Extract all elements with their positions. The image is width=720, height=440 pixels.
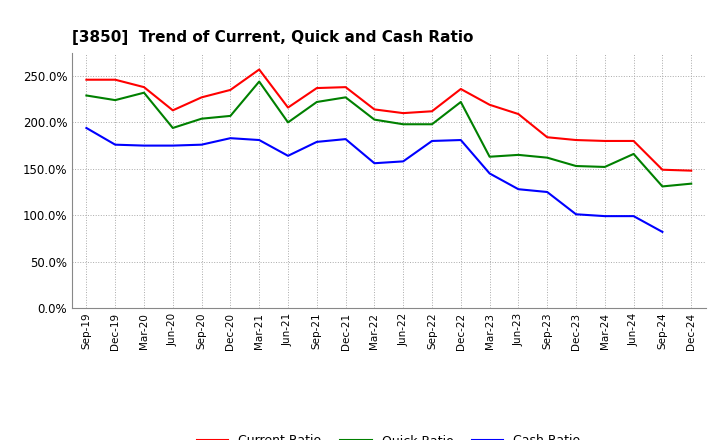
Current Ratio xyxy=(82,77,91,82)
Cash Ratio xyxy=(255,137,264,143)
Cash Ratio xyxy=(226,136,235,141)
Cash Ratio xyxy=(514,187,523,192)
Quick Ratio xyxy=(687,181,696,186)
Quick Ratio xyxy=(543,155,552,160)
Current Ratio xyxy=(168,108,177,113)
Quick Ratio xyxy=(255,79,264,84)
Line: Current Ratio: Current Ratio xyxy=(86,70,691,171)
Quick Ratio xyxy=(341,95,350,100)
Quick Ratio xyxy=(82,93,91,98)
Cash Ratio xyxy=(197,142,206,147)
Cash Ratio xyxy=(82,125,91,131)
Current Ratio xyxy=(370,107,379,112)
Quick Ratio xyxy=(572,163,580,169)
Cash Ratio xyxy=(140,143,148,148)
Quick Ratio xyxy=(140,90,148,95)
Quick Ratio xyxy=(168,125,177,131)
Cash Ratio xyxy=(370,161,379,166)
Legend: Current Ratio, Quick Ratio, Cash Ratio: Current Ratio, Quick Ratio, Cash Ratio xyxy=(192,429,585,440)
Current Ratio xyxy=(341,84,350,90)
Cash Ratio xyxy=(572,212,580,217)
Current Ratio xyxy=(658,167,667,172)
Cash Ratio xyxy=(543,189,552,194)
Current Ratio xyxy=(629,138,638,143)
Current Ratio xyxy=(600,138,609,143)
Quick Ratio xyxy=(456,99,465,105)
Cash Ratio xyxy=(399,159,408,164)
Quick Ratio xyxy=(370,117,379,122)
Quick Ratio xyxy=(629,151,638,157)
Quick Ratio xyxy=(312,99,321,105)
Cash Ratio xyxy=(600,213,609,219)
Line: Quick Ratio: Quick Ratio xyxy=(86,81,691,187)
Cash Ratio xyxy=(111,142,120,147)
Current Ratio xyxy=(428,109,436,114)
Quick Ratio xyxy=(284,120,292,125)
Current Ratio xyxy=(140,84,148,90)
Cash Ratio xyxy=(629,213,638,219)
Quick Ratio xyxy=(514,152,523,158)
Current Ratio xyxy=(514,111,523,117)
Cash Ratio xyxy=(284,153,292,158)
Quick Ratio xyxy=(197,116,206,121)
Quick Ratio xyxy=(226,113,235,118)
Text: [3850]  Trend of Current, Quick and Cash Ratio: [3850] Trend of Current, Quick and Cash … xyxy=(72,29,473,45)
Quick Ratio xyxy=(600,164,609,169)
Quick Ratio xyxy=(111,98,120,103)
Cash Ratio xyxy=(456,137,465,143)
Current Ratio xyxy=(111,77,120,82)
Quick Ratio xyxy=(428,121,436,127)
Cash Ratio xyxy=(485,171,494,176)
Current Ratio xyxy=(399,110,408,116)
Cash Ratio xyxy=(341,136,350,142)
Line: Cash Ratio: Cash Ratio xyxy=(86,128,662,232)
Current Ratio xyxy=(572,137,580,143)
Current Ratio xyxy=(312,85,321,91)
Current Ratio xyxy=(255,67,264,72)
Quick Ratio xyxy=(658,184,667,189)
Current Ratio xyxy=(197,95,206,100)
Current Ratio xyxy=(543,135,552,140)
Current Ratio xyxy=(687,168,696,173)
Current Ratio xyxy=(485,102,494,107)
Cash Ratio xyxy=(312,139,321,144)
Cash Ratio xyxy=(658,229,667,235)
Cash Ratio xyxy=(168,143,177,148)
Cash Ratio xyxy=(428,138,436,143)
Current Ratio xyxy=(284,105,292,110)
Current Ratio xyxy=(456,86,465,92)
Quick Ratio xyxy=(399,121,408,127)
Quick Ratio xyxy=(485,154,494,159)
Current Ratio xyxy=(226,87,235,92)
